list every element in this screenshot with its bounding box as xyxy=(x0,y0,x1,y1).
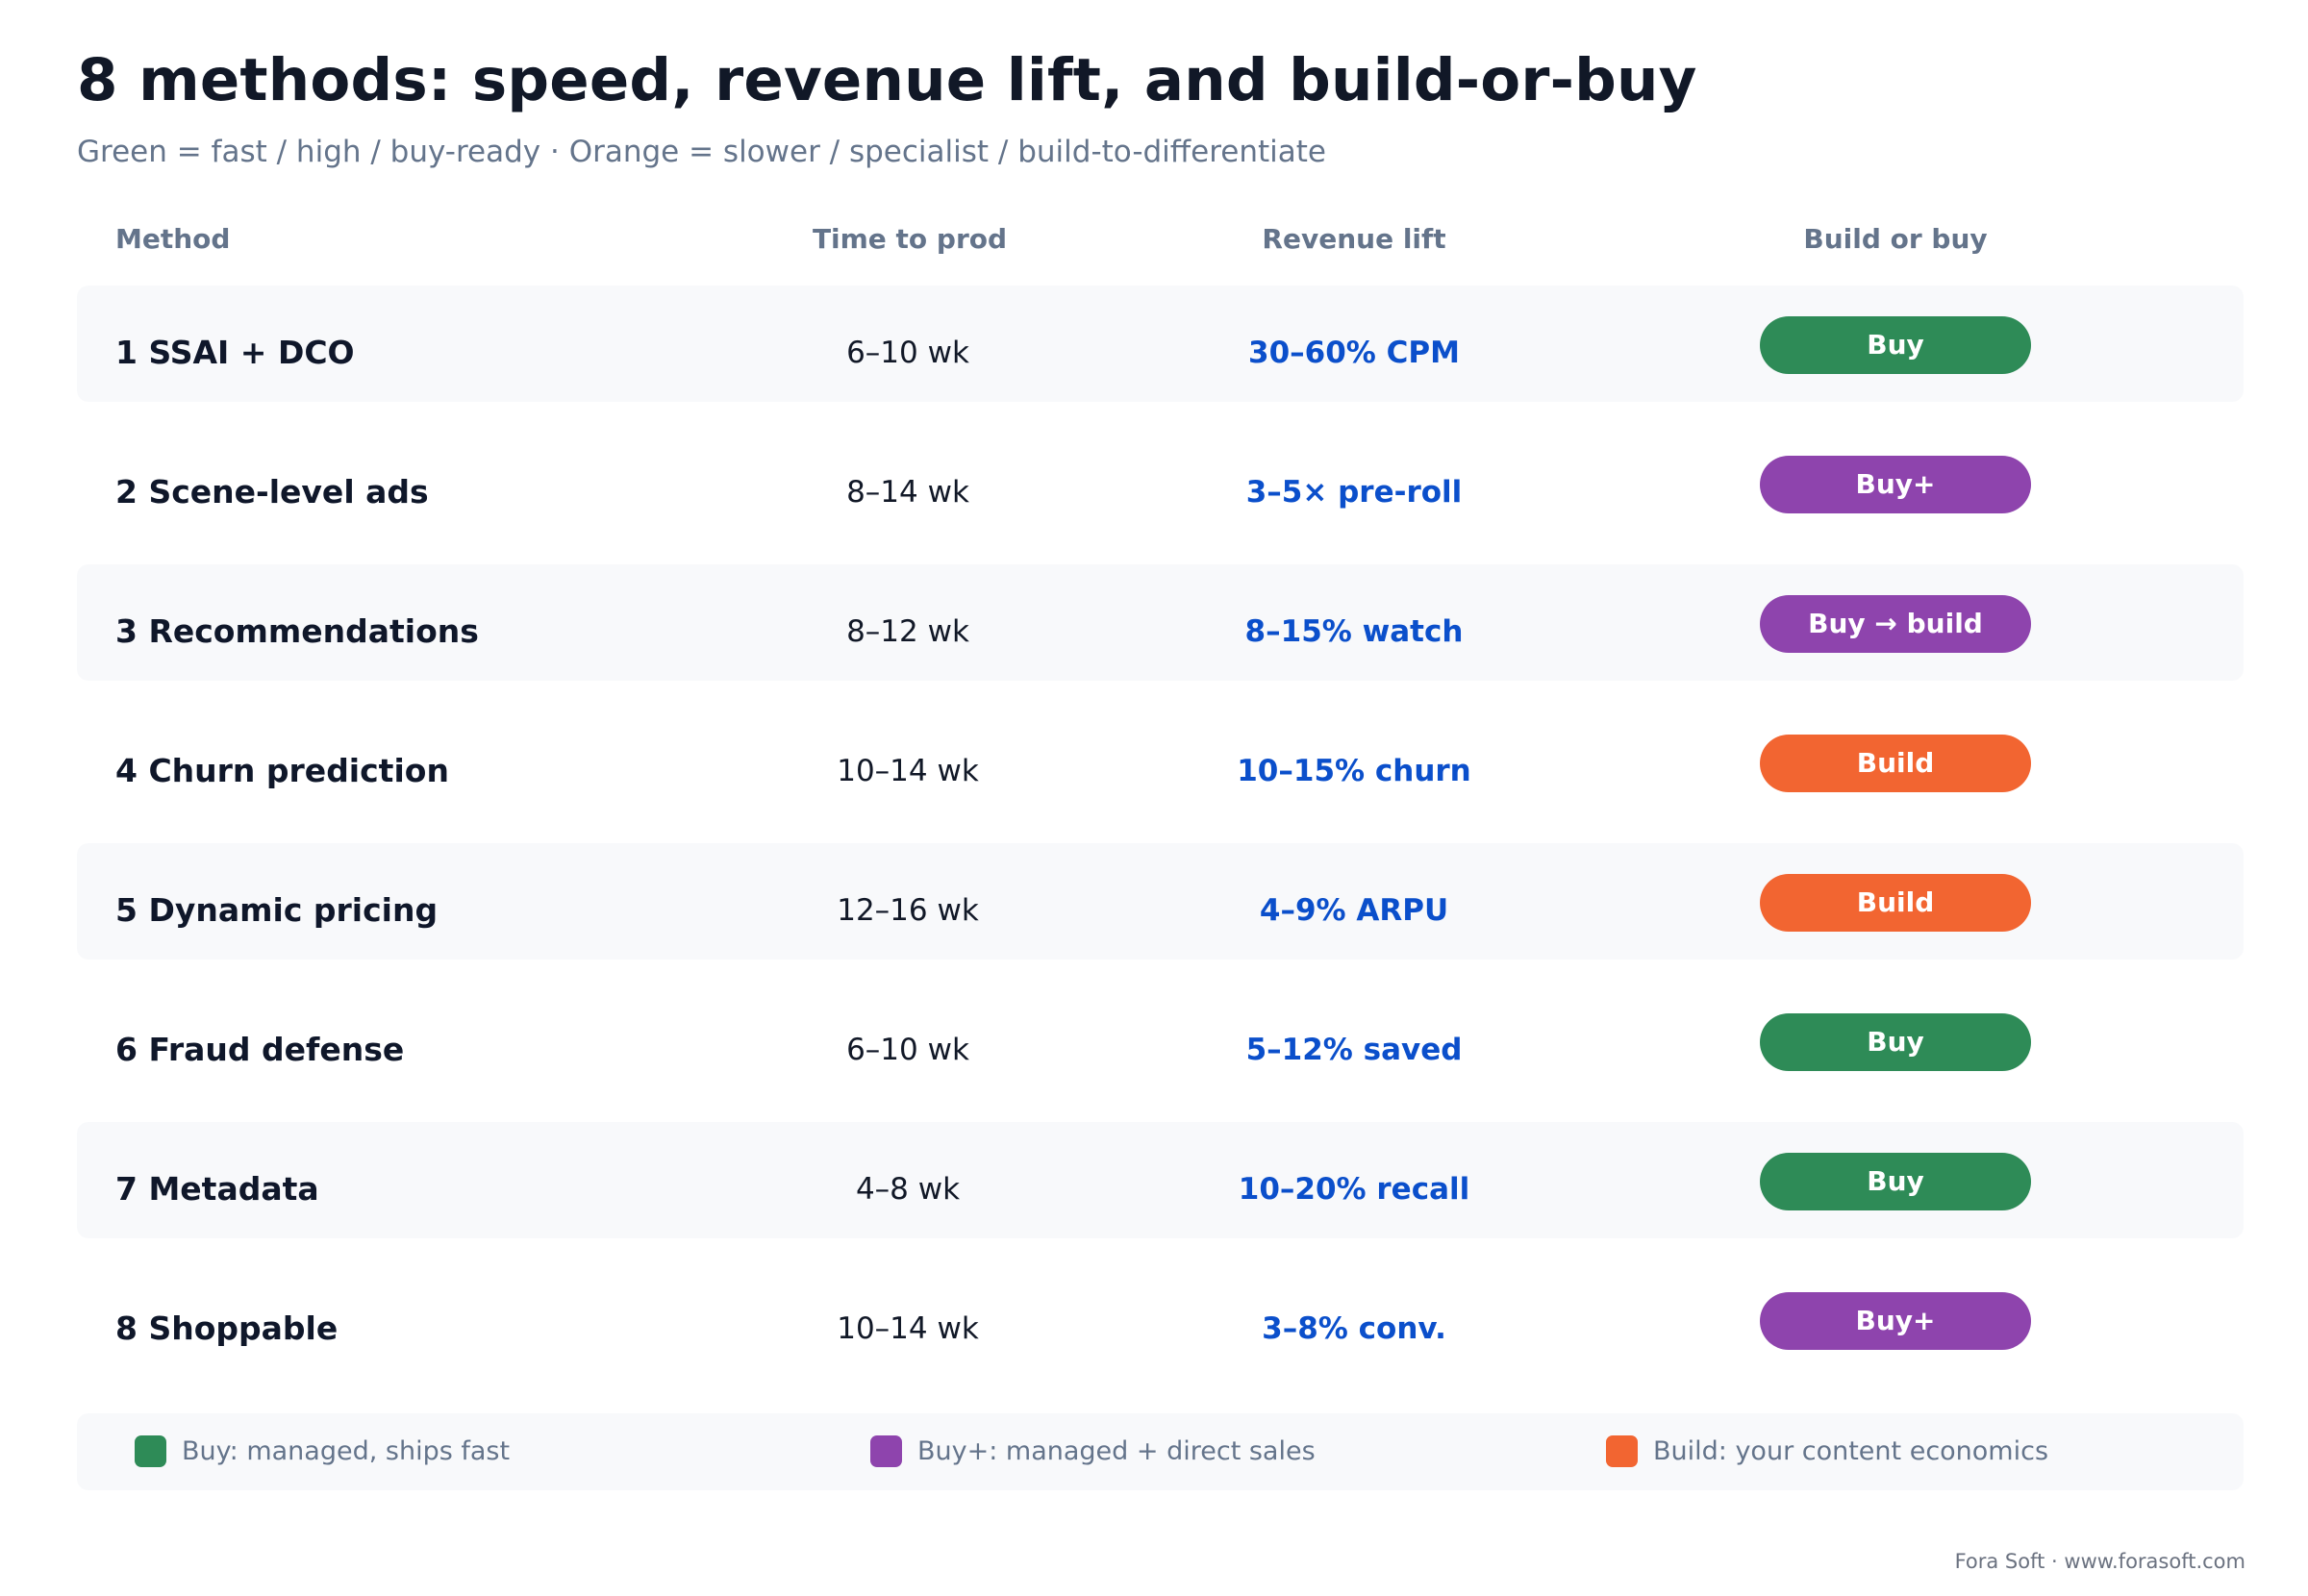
column-header-method: Method xyxy=(115,223,231,255)
legend: Buy: managed, ships fast Buy+: managed + … xyxy=(77,1413,2244,1490)
time-to-prod: 4–8 wk xyxy=(855,1172,961,1207)
build-or-buy-badge: Buy → build xyxy=(1760,595,2031,653)
revenue-lift: 5–12% saved xyxy=(1245,1033,1463,1067)
build-or-buy-badge: Buy xyxy=(1760,1013,2031,1071)
page-subtitle: Green = fast / high / buy-ready · Orange… xyxy=(77,135,1327,169)
build-or-buy-badge: Build xyxy=(1760,735,2031,792)
time-to-prod: 10–14 wk xyxy=(837,754,979,788)
revenue-lift: 3–8% conv. xyxy=(1262,1311,1446,1346)
column-header-build: Build or buy xyxy=(1803,223,1988,255)
table-row: 4 Churn prediction 10–14 wk 10–15% churn Bu… xyxy=(77,704,2244,820)
table-row: 5 Dynamic pricing 12–16 wk 4–9% ARPU Build xyxy=(77,843,2244,960)
build-or-buy-badge: Buy+ xyxy=(1760,456,2031,513)
revenue-lift: 30–60% CPM xyxy=(1248,336,1460,370)
method-name: 7 Metadata xyxy=(115,1170,319,1208)
method-name: 2 Scene-level ads xyxy=(115,473,429,511)
method-name: 3 Recommendations xyxy=(115,612,479,650)
legend-swatch xyxy=(135,1435,166,1467)
legend-label: Buy+: managed + direct sales xyxy=(917,1436,1316,1466)
legend-label: Buy: managed, ships fast xyxy=(182,1436,511,1466)
time-to-prod: 10–14 wk xyxy=(837,1311,979,1346)
time-to-prod: 8–14 wk xyxy=(846,475,969,510)
time-to-prod: 6–10 wk xyxy=(846,1033,969,1067)
table-header: Method Time to prod Revenue lift Build o… xyxy=(0,223,2308,262)
method-name: 1 SSAI + DCO xyxy=(115,334,355,371)
revenue-lift: 8–15% watch xyxy=(1244,614,1464,649)
table-row: 2 Scene-level ads 8–14 wk 3–5× pre-roll Buy… xyxy=(77,425,2244,541)
revenue-lift: 10–15% churn xyxy=(1237,754,1471,788)
table-row: 3 Recommendations 8–12 wk 8–15% watch Buy →… xyxy=(77,564,2244,681)
revenue-lift: 4–9% ARPU xyxy=(1259,893,1449,928)
table-row: 8 Shoppable 10–14 wk 3–8% conv. Buy+ xyxy=(77,1261,2244,1378)
method-name: 8 Shoppable xyxy=(115,1309,339,1347)
footer-credit: Fora Soft · www.forasoft.com xyxy=(1954,1550,2245,1573)
page-title: 8 methods: speed, revenue lift, and buil… xyxy=(77,46,1697,114)
column-header-time: Time to prod xyxy=(812,223,1008,255)
method-name: 6 Fraud defense xyxy=(115,1031,405,1068)
table-row: 7 Metadata 4–8 wk 10–20% recall Buy xyxy=(77,1122,2244,1238)
time-to-prod: 8–12 wk xyxy=(846,614,969,649)
method-name: 5 Dynamic pricing xyxy=(115,891,439,929)
time-to-prod: 12–16 wk xyxy=(837,893,979,928)
column-header-lift: Revenue lift xyxy=(1262,223,1446,255)
legend-label: Build: your content economics xyxy=(1653,1436,2049,1466)
revenue-lift: 3–5× pre-roll xyxy=(1245,475,1463,510)
method-name: 4 Churn prediction xyxy=(115,752,449,789)
build-or-buy-badge: Buy xyxy=(1760,1153,2031,1210)
time-to-prod: 6–10 wk xyxy=(846,336,969,370)
build-or-buy-badge: Buy xyxy=(1760,316,2031,374)
legend-swatch xyxy=(1606,1435,1638,1467)
table-row: 6 Fraud defense 6–10 wk 5–12% saved Buy xyxy=(77,983,2244,1099)
table-row: 1 SSAI + DCO 6–10 wk 30–60% CPM Buy xyxy=(77,286,2244,402)
build-or-buy-badge: Buy+ xyxy=(1760,1292,2031,1350)
revenue-lift: 10–20% recall xyxy=(1238,1172,1470,1207)
build-or-buy-badge: Build xyxy=(1760,874,2031,932)
legend-swatch xyxy=(870,1435,902,1467)
